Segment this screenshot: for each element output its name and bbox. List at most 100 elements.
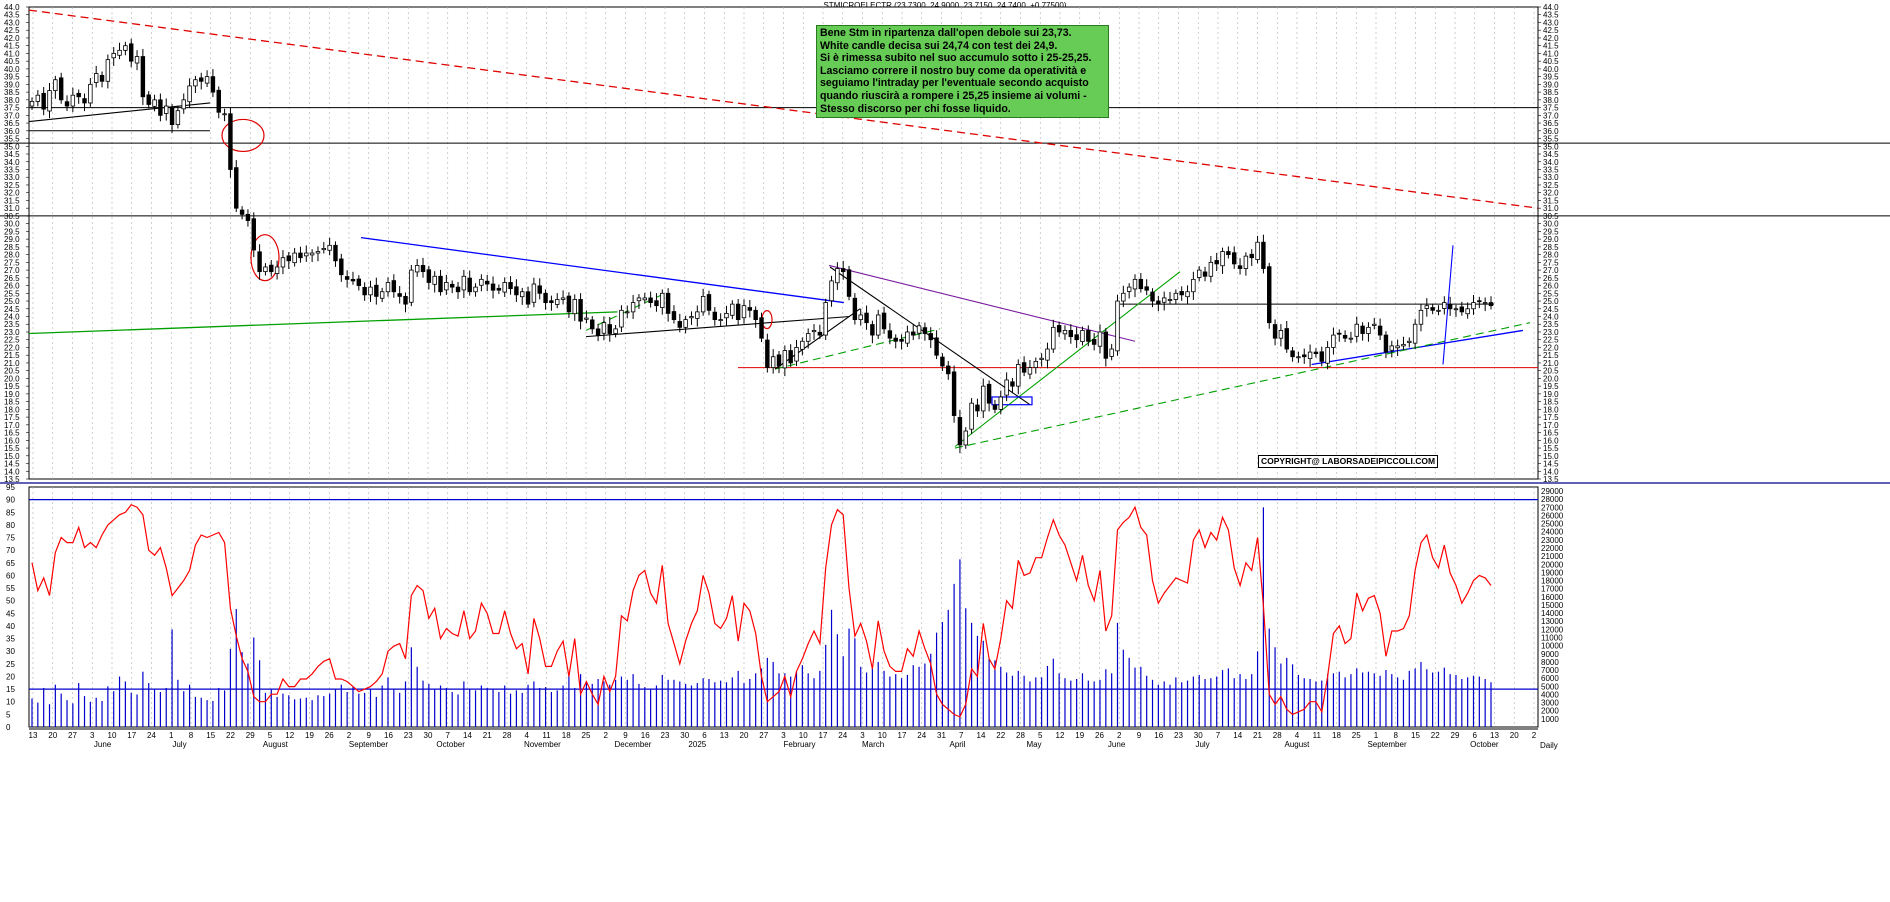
y-tick-label-left: 34.5 <box>4 150 20 159</box>
candle-body <box>595 328 601 336</box>
candle-body <box>1412 323 1418 344</box>
y-tick-label-right: 33.0 <box>1543 173 1559 182</box>
y-tick-label-right: 42.5 <box>1543 26 1559 35</box>
candle-body <box>397 293 402 297</box>
candle-body <box>916 325 922 334</box>
candle-body <box>578 299 583 322</box>
candle-body <box>566 295 572 313</box>
volume-tick-label: 23000 <box>1541 536 1564 545</box>
x-tick-label: 9 <box>367 731 372 740</box>
candle-body <box>350 278 356 282</box>
volume-tick-label: 19000 <box>1541 568 1564 577</box>
y-tick-label-left: 28.5 <box>4 243 20 252</box>
candle-body <box>1313 351 1319 355</box>
candle-body <box>928 333 933 341</box>
y-tick-label-left: 33.5 <box>4 165 20 174</box>
y-tick-label-right: 17.0 <box>1543 421 1559 430</box>
y-tick-label-right: 31.5 <box>1543 196 1559 205</box>
candle-body <box>1307 351 1313 360</box>
candle-body <box>298 252 303 259</box>
candle-body <box>1488 302 1494 307</box>
candle-body <box>992 404 998 410</box>
candle-body <box>788 350 793 364</box>
candle-body <box>409 269 414 303</box>
candle-body <box>689 316 694 319</box>
x-month-label: December <box>614 740 651 749</box>
candle-body <box>414 265 420 273</box>
x-tick-label: 10 <box>108 731 117 740</box>
candle-body <box>280 257 286 268</box>
y-tick-label-right: 27.0 <box>1543 266 1559 275</box>
y-tick-label-right: 25.0 <box>1543 297 1559 306</box>
y-tick-label-left: 15.5 <box>4 444 20 453</box>
candle-body <box>1237 265 1243 269</box>
candle-body <box>158 99 163 116</box>
y-tick-label-left: 40.5 <box>4 57 20 66</box>
candle-body <box>636 297 642 302</box>
candle-body <box>152 99 157 107</box>
candle-body <box>724 313 729 319</box>
candle-body <box>1401 343 1406 347</box>
candle-body <box>1354 323 1359 337</box>
candle-body <box>1191 278 1196 293</box>
x-tick-label: 4 <box>525 731 530 740</box>
highlight-ellipse <box>250 234 280 282</box>
candle-body <box>1424 305 1430 309</box>
volume-tick-label: 10000 <box>1541 642 1564 651</box>
candle-body <box>181 99 186 110</box>
candle-body <box>800 340 805 350</box>
candle-body <box>1138 278 1144 290</box>
candle-body <box>1144 286 1149 291</box>
candle-body <box>1173 292 1179 300</box>
candle-body <box>111 53 116 59</box>
volume-tick-label: 11000 <box>1541 634 1563 643</box>
volume-tick-label: 15000 <box>1541 601 1564 610</box>
volume-tick-label: 9000 <box>1541 650 1559 659</box>
y-tick-label-left: 17.0 <box>4 421 20 430</box>
candle-body <box>333 244 338 262</box>
candle-body <box>555 299 560 305</box>
y-tick-label-left: 34.0 <box>4 158 20 167</box>
y-tick-label-right: 22.5 <box>1543 336 1559 345</box>
x-tick-label: 14 <box>977 731 986 740</box>
candle-body <box>630 302 636 313</box>
candle-body <box>811 330 817 333</box>
candle-body <box>239 209 245 215</box>
y-tick-label-left: 23.5 <box>4 320 20 329</box>
y-tick-label-left: 20.0 <box>4 374 20 383</box>
candle-body <box>1447 304 1453 310</box>
candle-body <box>1051 326 1056 350</box>
y-tick-label-right: 21.0 <box>1543 359 1559 368</box>
x-tick-label: 20 <box>740 731 749 740</box>
y-tick-label-right: 41.5 <box>1543 42 1559 51</box>
trendline <box>774 328 941 370</box>
y-tick-label-left: 25.0 <box>4 297 20 306</box>
x-tick-label: 13 <box>29 731 38 740</box>
y-tick-label-right: 38.5 <box>1543 88 1559 97</box>
candle-body <box>1348 337 1354 340</box>
x-tick-label: 4 <box>1295 731 1300 740</box>
candle-body <box>1062 330 1068 335</box>
y-tick-label-left: 33.0 <box>4 173 20 182</box>
candle-body <box>1226 251 1231 256</box>
x-tick-label: 30 <box>1194 731 1203 740</box>
candle-body <box>1185 291 1190 298</box>
y-tick-label-right: 19.0 <box>1543 390 1559 399</box>
x-tick-label: 23 <box>661 731 670 740</box>
candle-body <box>304 252 309 257</box>
candle-body <box>1255 241 1260 260</box>
candle-body <box>998 396 1003 410</box>
analysis-comment-box: Bene Stm in ripartenza dall'open debole … <box>816 25 1109 118</box>
candle-body <box>210 76 216 93</box>
candle-body <box>1290 350 1295 358</box>
candle-body <box>164 105 169 114</box>
y-tick-label-right: 28.0 <box>1543 251 1559 260</box>
candle-body <box>105 59 111 82</box>
candle-body <box>473 286 478 293</box>
y-tick-label-right: 44.0 <box>1543 3 1559 12</box>
osc-tick-label: 85 <box>6 508 15 517</box>
volume-tick-label: 29000 <box>1541 487 1564 496</box>
y-tick-label-left: 31.5 <box>4 196 20 205</box>
candle-body <box>835 268 840 284</box>
candle-body <box>455 286 461 293</box>
